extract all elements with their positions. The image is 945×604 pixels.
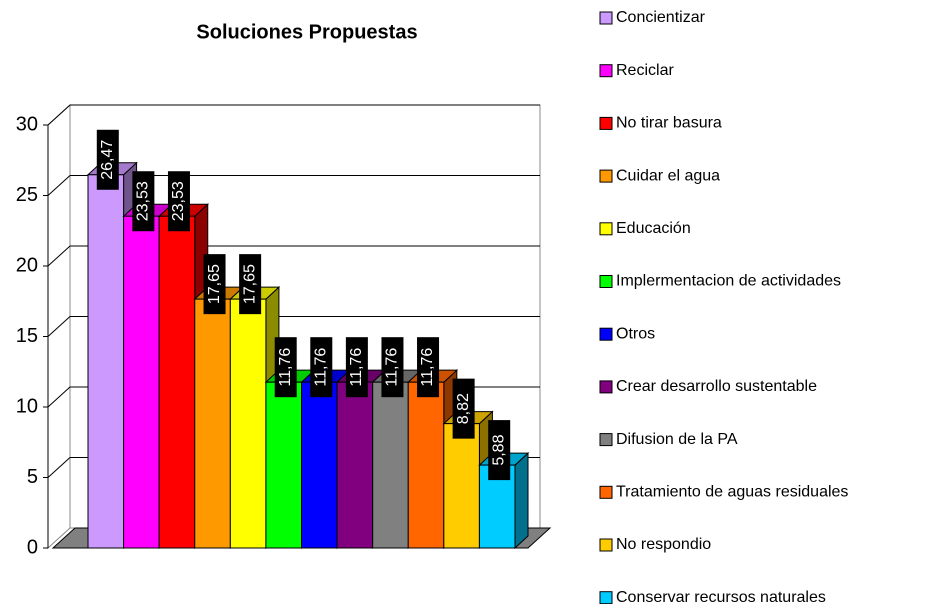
- legend-label: Reciclar: [616, 62, 674, 79]
- y-tick-label: 0: [27, 536, 38, 558]
- value-label-box: [452, 378, 475, 439]
- grid-line: [47, 457, 71, 478]
- value-label: 11,76: [419, 348, 436, 387]
- bar: [336, 381, 374, 549]
- bar: [194, 298, 231, 549]
- legend-label: Educación: [616, 220, 691, 237]
- legend-swatch: [599, 485, 613, 499]
- value-label-box: [345, 337, 368, 398]
- chart-title: Soluciones Propuestas: [196, 21, 417, 43]
- legend-label: Tratamiento de aguas residuales: [616, 484, 848, 501]
- legend-label: Cuidar el agua: [616, 167, 720, 184]
- value-label-box: [417, 337, 440, 398]
- value-label-box: [239, 254, 262, 315]
- legend-swatch: [599, 327, 613, 341]
- legend-swatch: [599, 64, 613, 78]
- bar-side: [514, 451, 529, 550]
- legend-swatch: [599, 116, 613, 130]
- value-label-box: [167, 171, 190, 232]
- value-label: 17,65: [206, 264, 223, 304]
- bar: [87, 174, 125, 549]
- legend-label: No tirar basura: [616, 115, 722, 132]
- legend-swatch: [599, 275, 613, 288]
- y-tick-label: 20: [16, 254, 38, 276]
- value-label-box: [203, 254, 226, 315]
- value-label: 11,76: [277, 348, 294, 387]
- y-tick-label: 5: [27, 466, 38, 488]
- value-label: 23,53: [135, 181, 152, 221]
- y-tick-label: 25: [16, 184, 38, 206]
- value-label-box: [96, 129, 119, 190]
- legend-swatch: [599, 591, 613, 604]
- legend-label: Concientizar: [616, 9, 706, 26]
- legend-swatch: [599, 433, 613, 447]
- legend-swatch: [599, 169, 613, 183]
- legend-label: Otros: [616, 325, 655, 342]
- bar: [372, 381, 409, 549]
- value-label-box: [132, 171, 155, 232]
- grid-line: [47, 175, 71, 196]
- value-label-box: [381, 337, 404, 398]
- bar: [158, 215, 196, 549]
- legend-label: Difusion de la PA: [616, 431, 738, 448]
- bar: [229, 298, 267, 549]
- value-label: 26,47: [99, 140, 116, 180]
- value-label: 23,53: [170, 181, 187, 221]
- value-label: 11,76: [384, 348, 401, 387]
- legend-label: Crear desarrollo sustentable: [616, 378, 817, 395]
- legend-label: Implermentacion de actividades: [616, 273, 841, 290]
- grid-line: [47, 386, 71, 408]
- grid-line: [47, 316, 71, 337]
- legend-swatch: [599, 11, 613, 25]
- bar: [407, 381, 445, 549]
- bar: [123, 215, 160, 549]
- grid-line: [47, 104, 71, 126]
- legend-swatch: [599, 222, 613, 236]
- legend-swatch: [599, 538, 613, 552]
- y-tick-label: 15: [16, 325, 38, 347]
- legend-swatch: [599, 380, 613, 394]
- value-label-box: [310, 337, 333, 398]
- grid-line: [47, 245, 71, 267]
- legend-label: Conservar recursos naturales: [616, 589, 826, 604]
- value-label: 17,65: [241, 264, 258, 304]
- value-label-box: [488, 420, 511, 481]
- bar: [301, 381, 338, 549]
- value-label-box: [274, 337, 297, 398]
- legend-label: No respondio: [616, 536, 711, 553]
- value-label: 11,76: [348, 348, 365, 387]
- y-tick-label: 10: [16, 395, 38, 417]
- value-label: 11,76: [313, 348, 330, 387]
- value-label: 5,88: [490, 434, 507, 465]
- y-tick-label: 30: [16, 113, 38, 135]
- bar: [265, 381, 302, 549]
- bar: [443, 423, 480, 549]
- value-label: 8,82: [455, 393, 472, 424]
